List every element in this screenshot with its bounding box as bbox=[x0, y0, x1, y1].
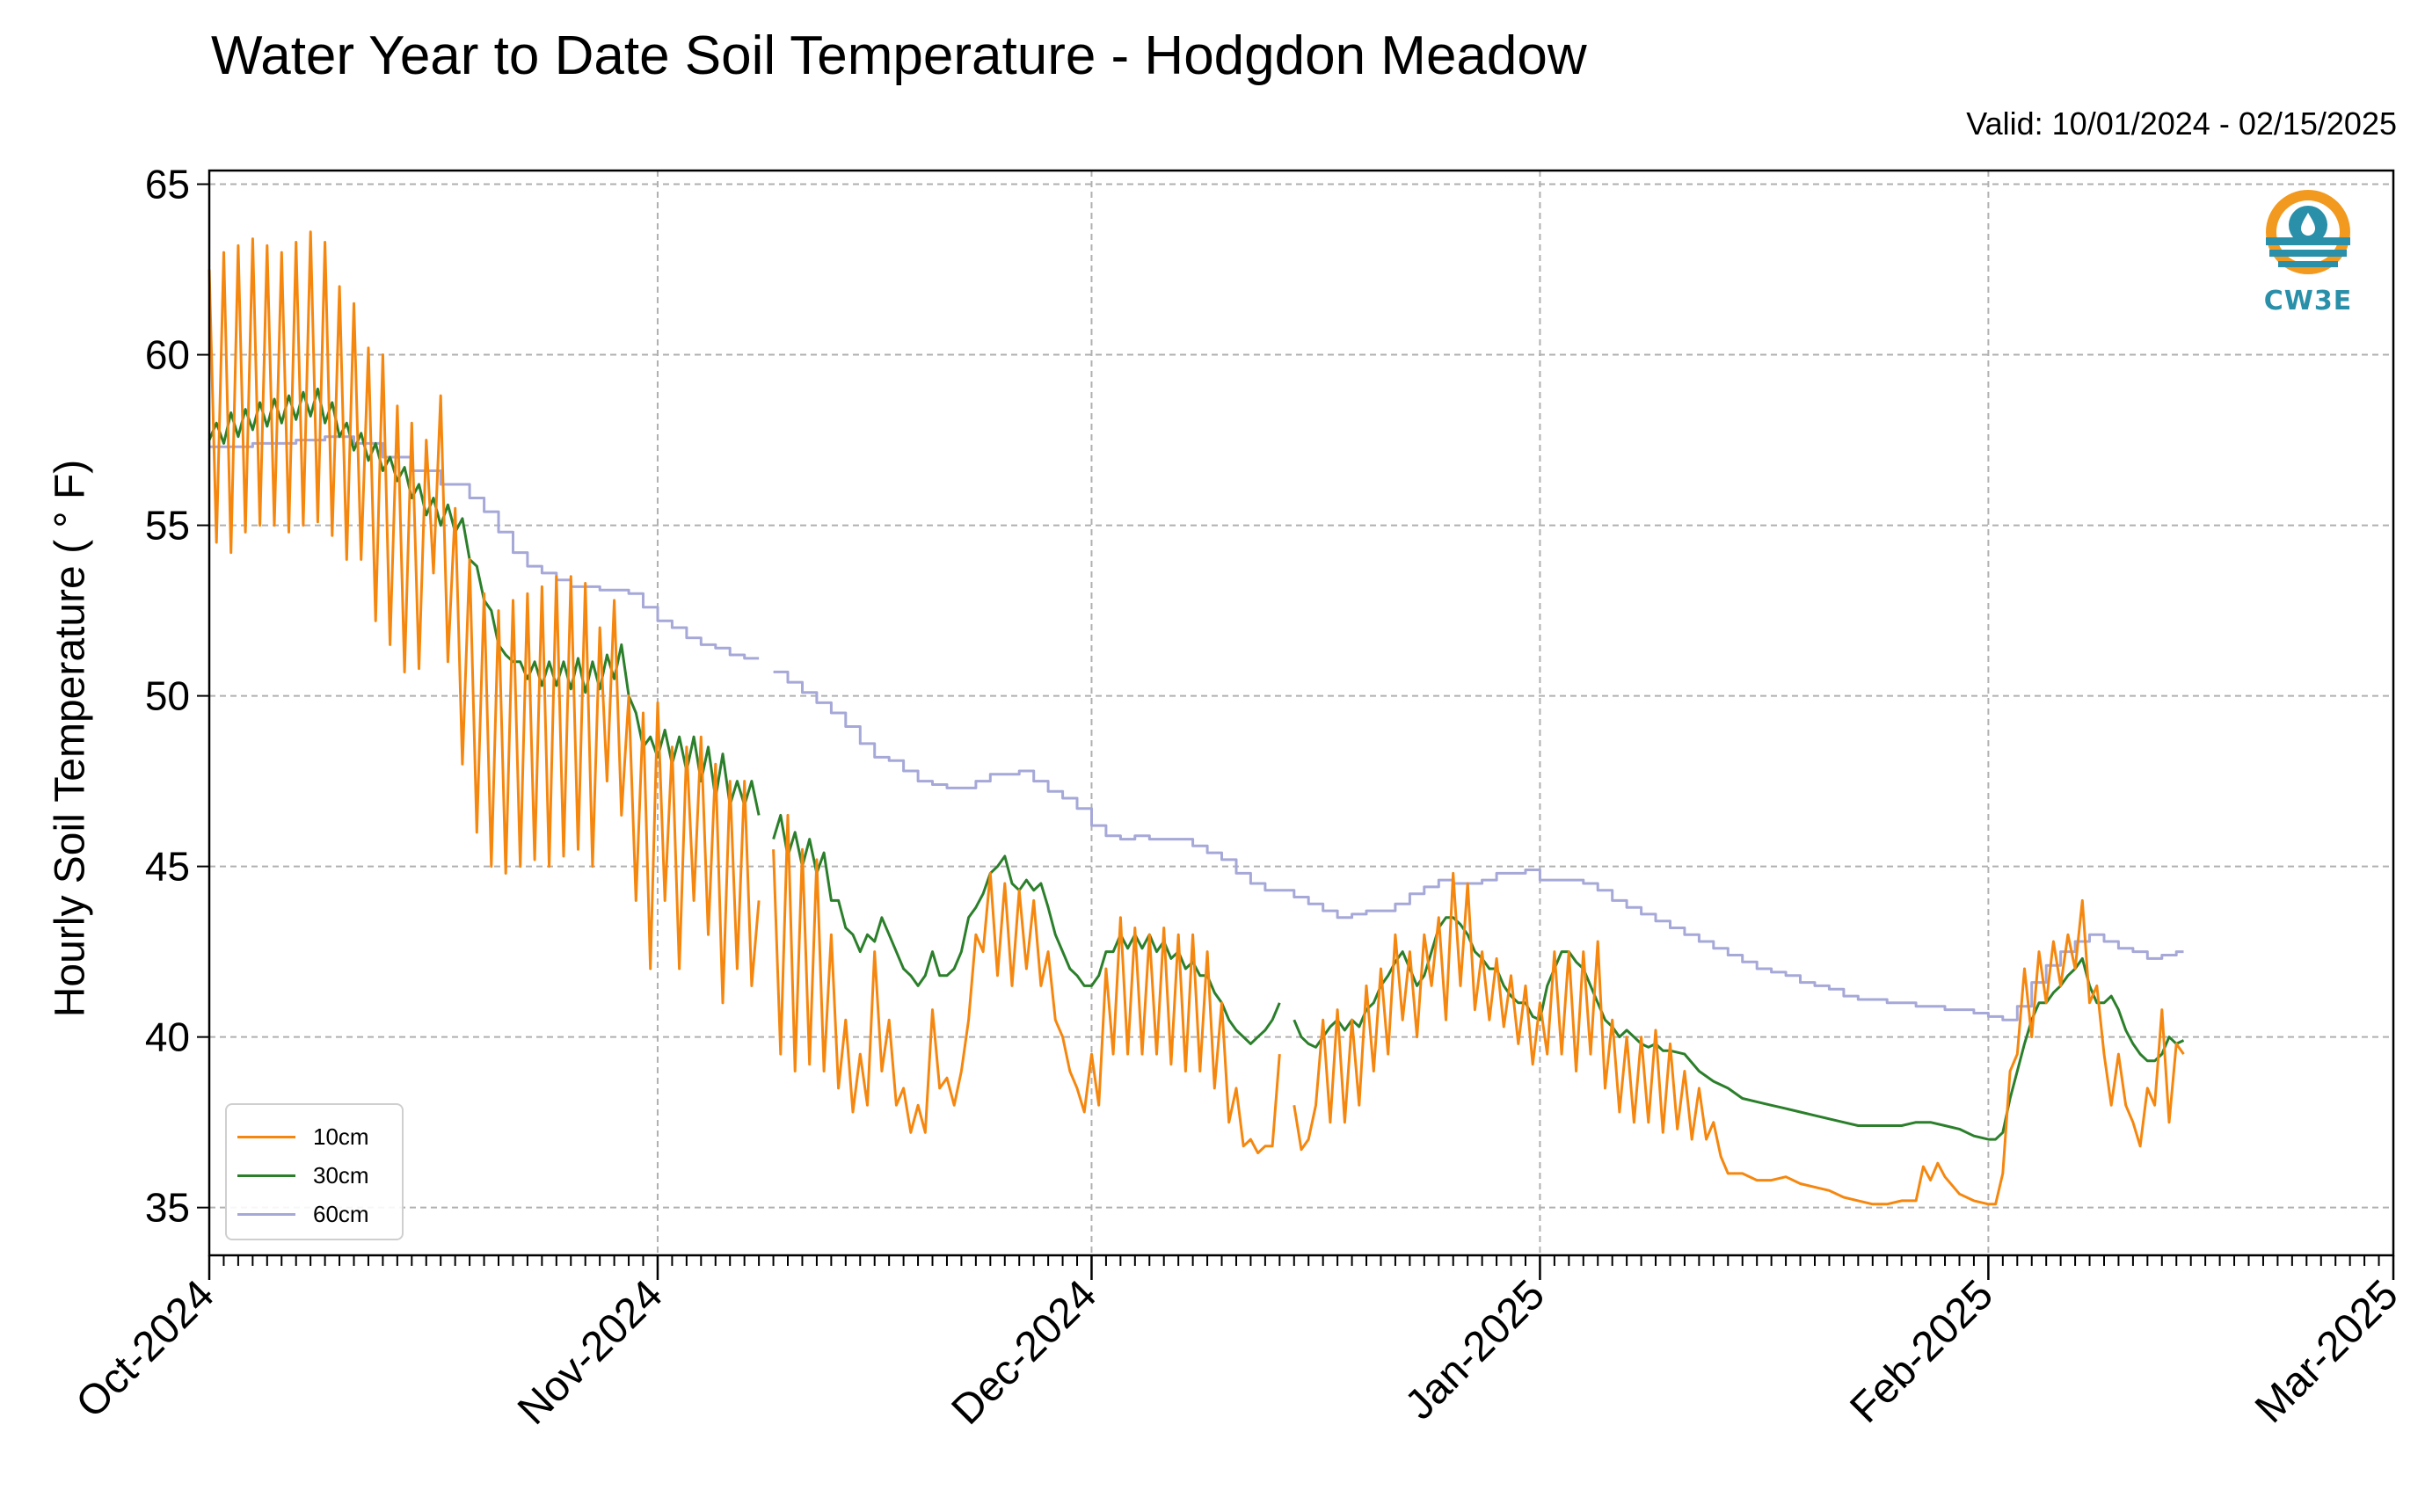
legend-item-10cm: 10cm bbox=[237, 1117, 391, 1156]
y-tick-label: 50 bbox=[145, 673, 190, 719]
series-line-10cm bbox=[1293, 871, 2185, 1206]
series-line-10cm bbox=[772, 813, 1281, 1155]
y-tick-label: 60 bbox=[145, 332, 190, 378]
series-line-60cm bbox=[773, 670, 2184, 1021]
legend-label-30cm: 30cm bbox=[313, 1161, 369, 1189]
chart-legend: 10cm 30cm 60cm bbox=[225, 1103, 404, 1240]
legend-swatch-10cm bbox=[237, 1135, 295, 1138]
x-tick-label: Dec-2024 bbox=[943, 1271, 1106, 1434]
series-line-60cm bbox=[209, 435, 760, 660]
logo-text: CW3E bbox=[2263, 286, 2353, 316]
x-tick-label: Mar-2025 bbox=[2247, 1271, 2407, 1432]
legend-item-30cm: 30cm bbox=[237, 1156, 391, 1195]
legend-item-60cm: 60cm bbox=[237, 1195, 391, 1233]
legend-label-60cm: 60cm bbox=[313, 1200, 369, 1227]
chart-title: Water Year to Date Soil Temperature - Ho… bbox=[211, 25, 1587, 86]
cw3e-logo: CW3E bbox=[2260, 186, 2356, 316]
water-drop-logo-icon bbox=[2266, 190, 2350, 274]
legend-swatch-60cm bbox=[237, 1212, 295, 1216]
series-line-10cm bbox=[208, 230, 761, 1005]
x-tick-label: Jan-2025 bbox=[1396, 1271, 1554, 1428]
x-tick-label: Feb-2025 bbox=[1841, 1271, 2002, 1432]
x-tick-label: Oct-2024 bbox=[68, 1271, 223, 1427]
y-tick-label: 45 bbox=[145, 844, 190, 890]
y-tick-label: 40 bbox=[145, 1014, 190, 1060]
legend-label-10cm: 10cm bbox=[313, 1123, 369, 1150]
valid-date-range: Valid: 10/01/2024 - 02/15/2025 bbox=[1966, 105, 2397, 142]
x-tick-label: Nov-2024 bbox=[509, 1271, 672, 1434]
legend-swatch-30cm bbox=[237, 1174, 295, 1177]
y-tick-label: 35 bbox=[145, 1185, 190, 1231]
plot-frame bbox=[208, 169, 2395, 1257]
y-tick-label: 55 bbox=[145, 503, 190, 549]
y-tick-label: 65 bbox=[145, 162, 190, 207]
